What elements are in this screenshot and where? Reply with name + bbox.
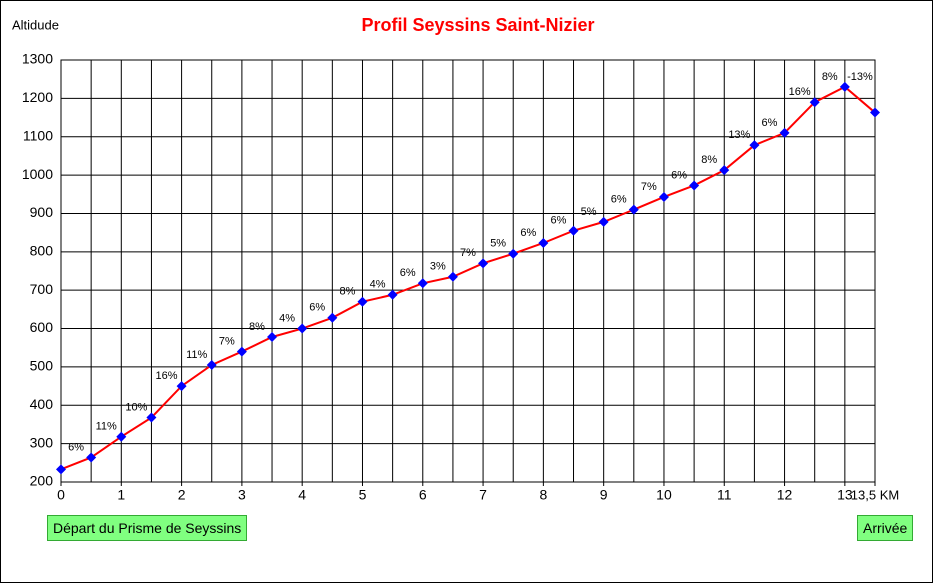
marker (598, 216, 609, 227)
y-tick-label: 1300 (22, 51, 53, 67)
marker (206, 359, 217, 370)
x-tick-label: 13 (837, 487, 853, 503)
grade-label: 6% (68, 441, 84, 453)
x-tick-label: 5 (359, 487, 367, 503)
y-tick-label: 800 (30, 243, 54, 259)
x-tick-label: 9 (600, 487, 608, 503)
marker (779, 127, 790, 138)
marker (447, 271, 458, 282)
y-tick-label: 600 (30, 319, 54, 335)
end-button[interactable]: Arrivée (857, 515, 914, 541)
grade-label: 11% (96, 421, 117, 433)
grade-label: 6% (400, 267, 416, 279)
y-tick-label: 200 (30, 473, 54, 489)
grade-label: 6% (550, 215, 566, 227)
marker (719, 165, 730, 176)
marker (176, 381, 187, 392)
grade-label: 6% (611, 194, 627, 206)
x-tick-label: 3 (238, 487, 246, 503)
line (60, 85, 876, 471)
grade-label: 13% (728, 129, 750, 141)
x-tick-label: 1 (117, 487, 125, 503)
marker (116, 431, 127, 442)
grade-label: 3% (430, 261, 446, 273)
grade-label: 8% (701, 154, 717, 166)
x-tick-label: 6 (419, 487, 427, 503)
grade-label: 10% (125, 401, 147, 413)
grade-label: -13% (847, 71, 873, 83)
marker (327, 312, 338, 323)
marker (809, 97, 820, 108)
grade-label: 4% (370, 279, 386, 291)
grade-label: 4% (279, 312, 295, 324)
y-tick-label: 1000 (22, 166, 53, 182)
marker (568, 225, 579, 236)
marker (628, 204, 639, 215)
grade-label: 16% (789, 86, 811, 98)
marker (508, 248, 519, 259)
marker (357, 296, 368, 307)
grade-label: 8% (822, 71, 838, 83)
grade-label: 5% (581, 206, 597, 218)
x-tick-label: 4 (298, 487, 306, 503)
grade-label: 6% (762, 117, 778, 129)
y-tick-label: 1200 (22, 89, 53, 105)
grade-label: 7% (641, 181, 657, 193)
x-tick-label: 2 (178, 487, 186, 503)
marker (146, 412, 157, 423)
marker (689, 180, 700, 191)
marker (658, 191, 669, 202)
x-tick-label: 8 (539, 487, 547, 503)
start-button[interactable]: Départ du Prisme de Seyssins (47, 515, 248, 541)
grade-label: 16% (156, 370, 178, 382)
y-tick-label: 700 (30, 281, 54, 297)
marker (86, 452, 97, 463)
grade-label: 6% (309, 302, 325, 314)
grade-label: 8% (339, 286, 355, 298)
x-tick-label: 10 (656, 487, 672, 503)
y-tick-label: 900 (30, 204, 54, 220)
marker (839, 81, 850, 92)
marker (478, 258, 489, 269)
grade-label: 7% (219, 335, 235, 347)
x-tick-label: 13,5 KM (851, 487, 899, 502)
y-tick-label: 400 (30, 396, 54, 412)
y-axis-label: Altidude (12, 17, 59, 32)
marker (267, 331, 278, 342)
marker (749, 140, 760, 151)
grade-label: 8% (249, 321, 265, 333)
grade-label: 5% (490, 238, 506, 250)
x-tick-label: 12 (777, 487, 793, 503)
y-tick-label: 1100 (23, 127, 53, 143)
marker (56, 464, 66, 475)
marker (538, 237, 549, 248)
marker (236, 346, 247, 357)
chart-title: Profil Seyssins Saint-Nizier (361, 15, 594, 35)
marker (387, 289, 398, 300)
y-tick-label: 300 (30, 434, 54, 450)
grade-label: 11% (186, 349, 207, 361)
marker (297, 323, 308, 334)
grade-label: 6% (671, 169, 687, 181)
marker (870, 107, 880, 118)
x-tick-label: 11 (717, 487, 732, 503)
marker (417, 278, 428, 289)
x-tick-label: 0 (57, 487, 65, 503)
grade-label: 7% (460, 247, 476, 259)
x-tick-label: 7 (479, 487, 487, 503)
grade-label: 6% (520, 227, 536, 239)
y-tick-label: 500 (30, 358, 54, 374)
